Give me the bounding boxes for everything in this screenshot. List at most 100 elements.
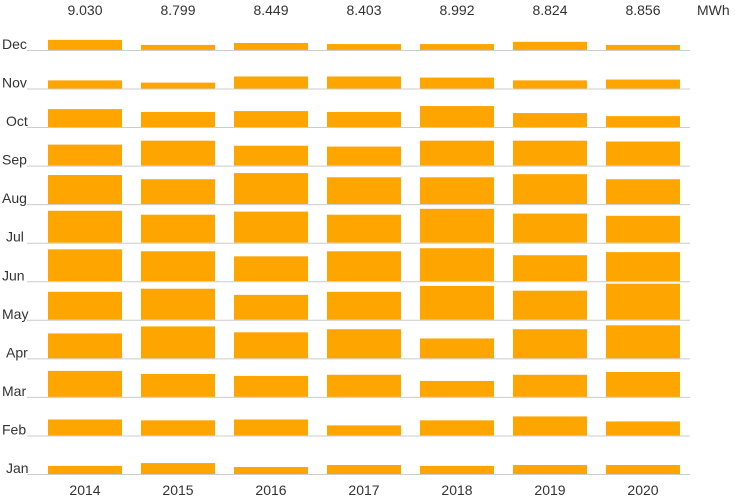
month-row-aug: Aug: [2, 173, 690, 206]
year-axis-label: 2016: [255, 482, 286, 498]
bar-oct-2015: [141, 111, 215, 128]
bar-feb-2019: [513, 416, 587, 436]
bar-oct-2018: [420, 106, 494, 128]
bar-dec-2015: [141, 44, 215, 50]
bar-jun-2017: [327, 251, 401, 282]
bar-jul-2014: [48, 210, 122, 243]
month-label: Jan: [6, 460, 29, 476]
bar-apr-2020: [606, 325, 680, 359]
year-total-label: 8.449: [253, 2, 288, 18]
month-row-jan: Jan: [6, 460, 690, 476]
month-row-jul: Jul: [6, 208, 690, 245]
bar-may-2016: [234, 294, 308, 320]
month-row-oct: Oct: [6, 106, 690, 129]
bar-mar-2016: [234, 375, 308, 397]
bar-jul-2017: [327, 214, 401, 243]
bar-jan-2017: [327, 465, 401, 474]
year-axis-label: 2014: [69, 482, 100, 498]
bar-jun-2018: [420, 248, 494, 282]
bar-jun-2015: [141, 251, 215, 282]
month-label: Jun: [2, 267, 25, 283]
bar-jul-2018: [420, 208, 494, 243]
year-axis-label: 2015: [162, 482, 193, 498]
month-row-feb: Feb: [2, 416, 690, 437]
bar-sep-2020: [606, 141, 680, 166]
month-label: Mar: [2, 383, 26, 399]
bar-sep-2017: [327, 146, 401, 166]
year-total-label: 8.992: [439, 2, 474, 18]
bar-aug-2015: [141, 179, 215, 205]
bar-nov-2019: [513, 80, 587, 89]
bar-jul-2019: [513, 213, 587, 243]
bar-nov-2017: [327, 76, 401, 89]
month-label: Sep: [2, 152, 27, 168]
bar-dec-2018: [420, 44, 494, 50]
year-total-label: 8.856: [625, 2, 660, 18]
bar-apr-2017: [327, 329, 401, 359]
bar-dec-2016: [234, 42, 308, 50]
month-label: Jul: [6, 229, 24, 245]
bar-oct-2017: [327, 111, 401, 128]
bar-sep-2018: [420, 140, 494, 166]
bar-mar-2015: [141, 373, 215, 397]
bar-mar-2017: [327, 374, 401, 397]
bar-jan-2020: [606, 465, 680, 474]
month-label: Aug: [2, 190, 27, 206]
month-label: Apr: [6, 344, 28, 360]
bar-jul-2015: [141, 214, 215, 243]
bar-jan-2014: [48, 465, 122, 474]
bar-apr-2014: [48, 333, 122, 359]
bar-sep-2014: [48, 144, 122, 166]
bar-jan-2016: [234, 467, 308, 474]
bar-nov-2020: [606, 79, 680, 89]
bar-mar-2019: [513, 374, 587, 397]
bar-jun-2014: [48, 249, 122, 282]
bar-jan-2018: [420, 465, 494, 474]
bar-dec-2019: [513, 41, 587, 50]
year-total-label: 9.030: [67, 2, 102, 18]
bar-feb-2015: [141, 420, 215, 436]
month-label: May: [2, 306, 28, 322]
bar-dec-2014: [48, 39, 122, 50]
year-axis-label: 2019: [534, 482, 565, 498]
month-label: Feb: [2, 421, 26, 437]
bar-jun-2019: [513, 255, 587, 282]
bar-may-2018: [420, 285, 494, 320]
year-axis-label: 2020: [627, 482, 658, 498]
bar-apr-2016: [234, 332, 308, 359]
month-row-dec: Dec: [2, 36, 690, 52]
bar-aug-2014: [48, 175, 122, 205]
bar-aug-2019: [513, 174, 587, 205]
bar-may-2017: [327, 291, 401, 320]
bar-jun-2020: [606, 252, 680, 282]
bar-may-2015: [141, 288, 215, 320]
bar-apr-2015: [141, 326, 215, 359]
bar-oct-2016: [234, 111, 308, 128]
bar-oct-2014: [48, 109, 122, 128]
month-row-sep: Sep: [2, 140, 690, 168]
bar-dec-2020: [606, 44, 680, 50]
month-row-nov: Nov: [2, 75, 690, 91]
bar-aug-2018: [420, 177, 494, 205]
bar-nov-2018: [420, 77, 494, 89]
year-total-label: 8.799: [160, 2, 195, 18]
month-row-mar: Mar: [2, 370, 690, 399]
bar-nov-2016: [234, 76, 308, 89]
bar-oct-2019: [513, 113, 587, 128]
bar-jun-2016: [234, 256, 308, 282]
bar-jul-2020: [606, 215, 680, 243]
unit-label: MWh: [697, 2, 730, 18]
bar-mar-2014: [48, 370, 122, 397]
bar-jul-2016: [234, 211, 308, 243]
bar-oct-2020: [606, 116, 680, 128]
month-row-may: May: [2, 283, 690, 322]
year-axis-label: 2017: [348, 482, 379, 498]
month-row-apr: Apr: [6, 325, 690, 360]
bar-feb-2020: [606, 421, 680, 436]
bar-apr-2018: [420, 338, 494, 359]
bar-aug-2017: [327, 177, 401, 205]
bar-may-2014: [48, 291, 122, 320]
month-label: Oct: [6, 113, 28, 129]
bar-jan-2019: [513, 465, 587, 474]
